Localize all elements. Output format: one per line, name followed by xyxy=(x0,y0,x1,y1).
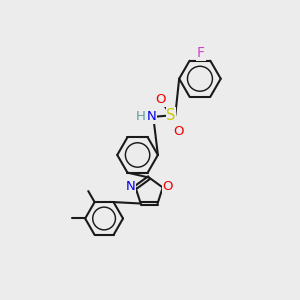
Text: N: N xyxy=(147,110,157,123)
Text: N: N xyxy=(126,180,135,193)
Text: O: O xyxy=(155,94,166,106)
Text: F: F xyxy=(197,46,205,60)
Text: H: H xyxy=(136,110,146,123)
Text: S: S xyxy=(167,108,176,123)
Text: O: O xyxy=(163,180,173,193)
Text: O: O xyxy=(173,125,183,138)
